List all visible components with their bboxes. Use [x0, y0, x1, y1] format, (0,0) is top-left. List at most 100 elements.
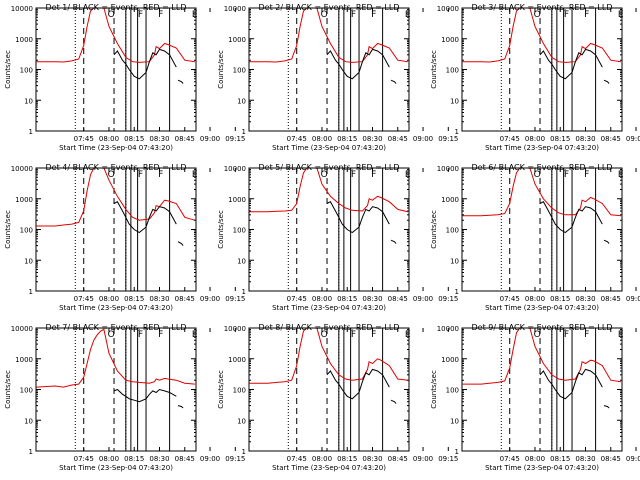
plot-frame — [461, 167, 623, 292]
events-rate-line — [177, 241, 184, 246]
y-axis-label: Counts/sec — [4, 50, 12, 89]
top-marker-label: F — [351, 330, 356, 340]
x-tick-label: 08:00 — [99, 295, 119, 303]
y-axis-label: Counts/sec — [4, 370, 12, 409]
x-tick-label: 08:15 — [550, 135, 570, 143]
y-tick-label: 100 — [446, 67, 459, 75]
x-tick-label: 08:00 — [525, 295, 545, 303]
y-tick-label: 10 — [237, 257, 246, 265]
x-tick-label: 08:00 — [312, 135, 332, 143]
plot-frame — [461, 7, 623, 132]
x-axis-label: Start Time (23-Sep-04 07:43:20) — [59, 304, 173, 312]
lld-rate-line — [249, 168, 409, 213]
x-tick-label: 07:45 — [287, 455, 307, 463]
y-tick-label: 1 — [455, 128, 459, 136]
y-tick-label: 100 — [233, 67, 246, 75]
top-marker-label: O — [321, 170, 328, 180]
top-marker-label: F — [584, 330, 589, 340]
x-tick-label: 09:00 — [413, 135, 433, 143]
x-tick-label: 09:15 — [225, 295, 245, 303]
x-tick-label: 07:45 — [500, 135, 520, 143]
x-axis-label: Start Time (23-Sep-04 07:43:20) — [59, 144, 173, 152]
series-group — [462, 328, 621, 409]
top-marker-label: O — [534, 170, 541, 180]
y-tick-label: 1 — [29, 448, 33, 456]
y-tick-label: 10000 — [11, 165, 33, 173]
y-tick-label: 10 — [24, 417, 33, 425]
top-marker-label: O — [321, 10, 328, 20]
events-rate-line — [390, 79, 397, 84]
top-marker-label: F — [584, 10, 589, 20]
top-marker-label: F — [371, 10, 376, 20]
x-tick-label: 08:15 — [550, 455, 570, 463]
x-tick-label: 08:45 — [388, 455, 408, 463]
panel-title: Det 8/ BLACK = Events, RED = LLD — [259, 323, 400, 332]
x-tick-label: 08:30 — [149, 455, 169, 463]
x-tick-label: 08:15 — [337, 295, 357, 303]
y-tick-label: 1000 — [228, 356, 246, 364]
y-tick-label: 100 — [446, 387, 459, 395]
plot-frame — [248, 167, 410, 292]
x-tick-label: 08:15 — [550, 295, 570, 303]
x-tick-label: 08:30 — [362, 455, 382, 463]
top-marker-label: F — [564, 10, 569, 20]
x-tick-label: 09:00 — [626, 295, 640, 303]
x-tick-label: 08:15 — [124, 135, 144, 143]
x-tick-label: 09:00 — [200, 295, 220, 303]
x-axis-label: Start Time (23-Sep-04 07:43:20) — [272, 304, 386, 312]
x-tick-label: 07:45 — [287, 295, 307, 303]
events-rate-line — [390, 399, 397, 404]
x-tick-label: 09:00 — [200, 455, 220, 463]
x-axis-label: Start Time (23-Sep-04 07:43:20) — [272, 464, 386, 472]
x-tick-label: 08:15 — [337, 455, 357, 463]
x-tick-label: 09:15 — [438, 455, 458, 463]
panel-title: Det 4/ BLACK = Events, RED = LLD — [46, 163, 187, 172]
x-tick-label: 09:15 — [438, 295, 458, 303]
y-tick-label: 1 — [242, 128, 246, 136]
y-tick-label: 1 — [29, 128, 33, 136]
x-tick-label: 08:15 — [337, 135, 357, 143]
y-tick-label: 100 — [20, 387, 33, 395]
top-marker-label: F — [371, 170, 376, 180]
events-rate-line — [326, 48, 390, 80]
series-group — [462, 168, 621, 244]
y-tick-label: 1000 — [228, 36, 246, 44]
events-rate-line — [177, 405, 184, 409]
x-tick-label: 08:45 — [175, 455, 195, 463]
y-tick-label: 10000 — [11, 5, 33, 13]
lld-rate-line — [249, 8, 408, 63]
x-tick-label: 09:00 — [626, 455, 640, 463]
y-tick-label: 1000 — [15, 36, 33, 44]
lld-rate-line — [462, 8, 621, 63]
x-tick-label: 07:45 — [74, 455, 94, 463]
y-axis-label: Counts/sec — [217, 210, 225, 249]
x-tick-label: 09:00 — [200, 135, 220, 143]
x-tick-label: 09:15 — [225, 135, 245, 143]
top-marker-label: F — [371, 330, 376, 340]
y-axis-label: Counts/sec — [217, 50, 225, 89]
events-rate-line — [113, 201, 177, 234]
top-marker-label: O — [534, 10, 541, 20]
series-group — [249, 8, 408, 84]
x-tick-label: 08:30 — [149, 295, 169, 303]
x-axis-label: Start Time (23-Sep-04 07:43:20) — [59, 464, 173, 472]
y-tick-label: 10000 — [224, 5, 246, 13]
y-tick-label: 1 — [29, 288, 33, 296]
lld-rate-line — [36, 8, 195, 63]
plot-frame — [248, 7, 410, 132]
top-marker-label: F — [584, 170, 589, 180]
y-tick-label: 10000 — [437, 325, 459, 333]
events-rate-line — [113, 48, 177, 80]
plot-frame — [35, 167, 197, 292]
y-tick-label: 1 — [455, 288, 459, 296]
lld-rate-line — [462, 168, 621, 217]
y-tick-label: 10000 — [437, 165, 459, 173]
detector-panel: OFFE07:4508:0008:1508:3008:4509:0009:151… — [430, 323, 640, 472]
top-marker-label: F — [158, 330, 163, 340]
x-tick-label: 08:00 — [525, 455, 545, 463]
x-tick-label: 07:45 — [74, 135, 94, 143]
lld-rate-line — [36, 168, 196, 227]
